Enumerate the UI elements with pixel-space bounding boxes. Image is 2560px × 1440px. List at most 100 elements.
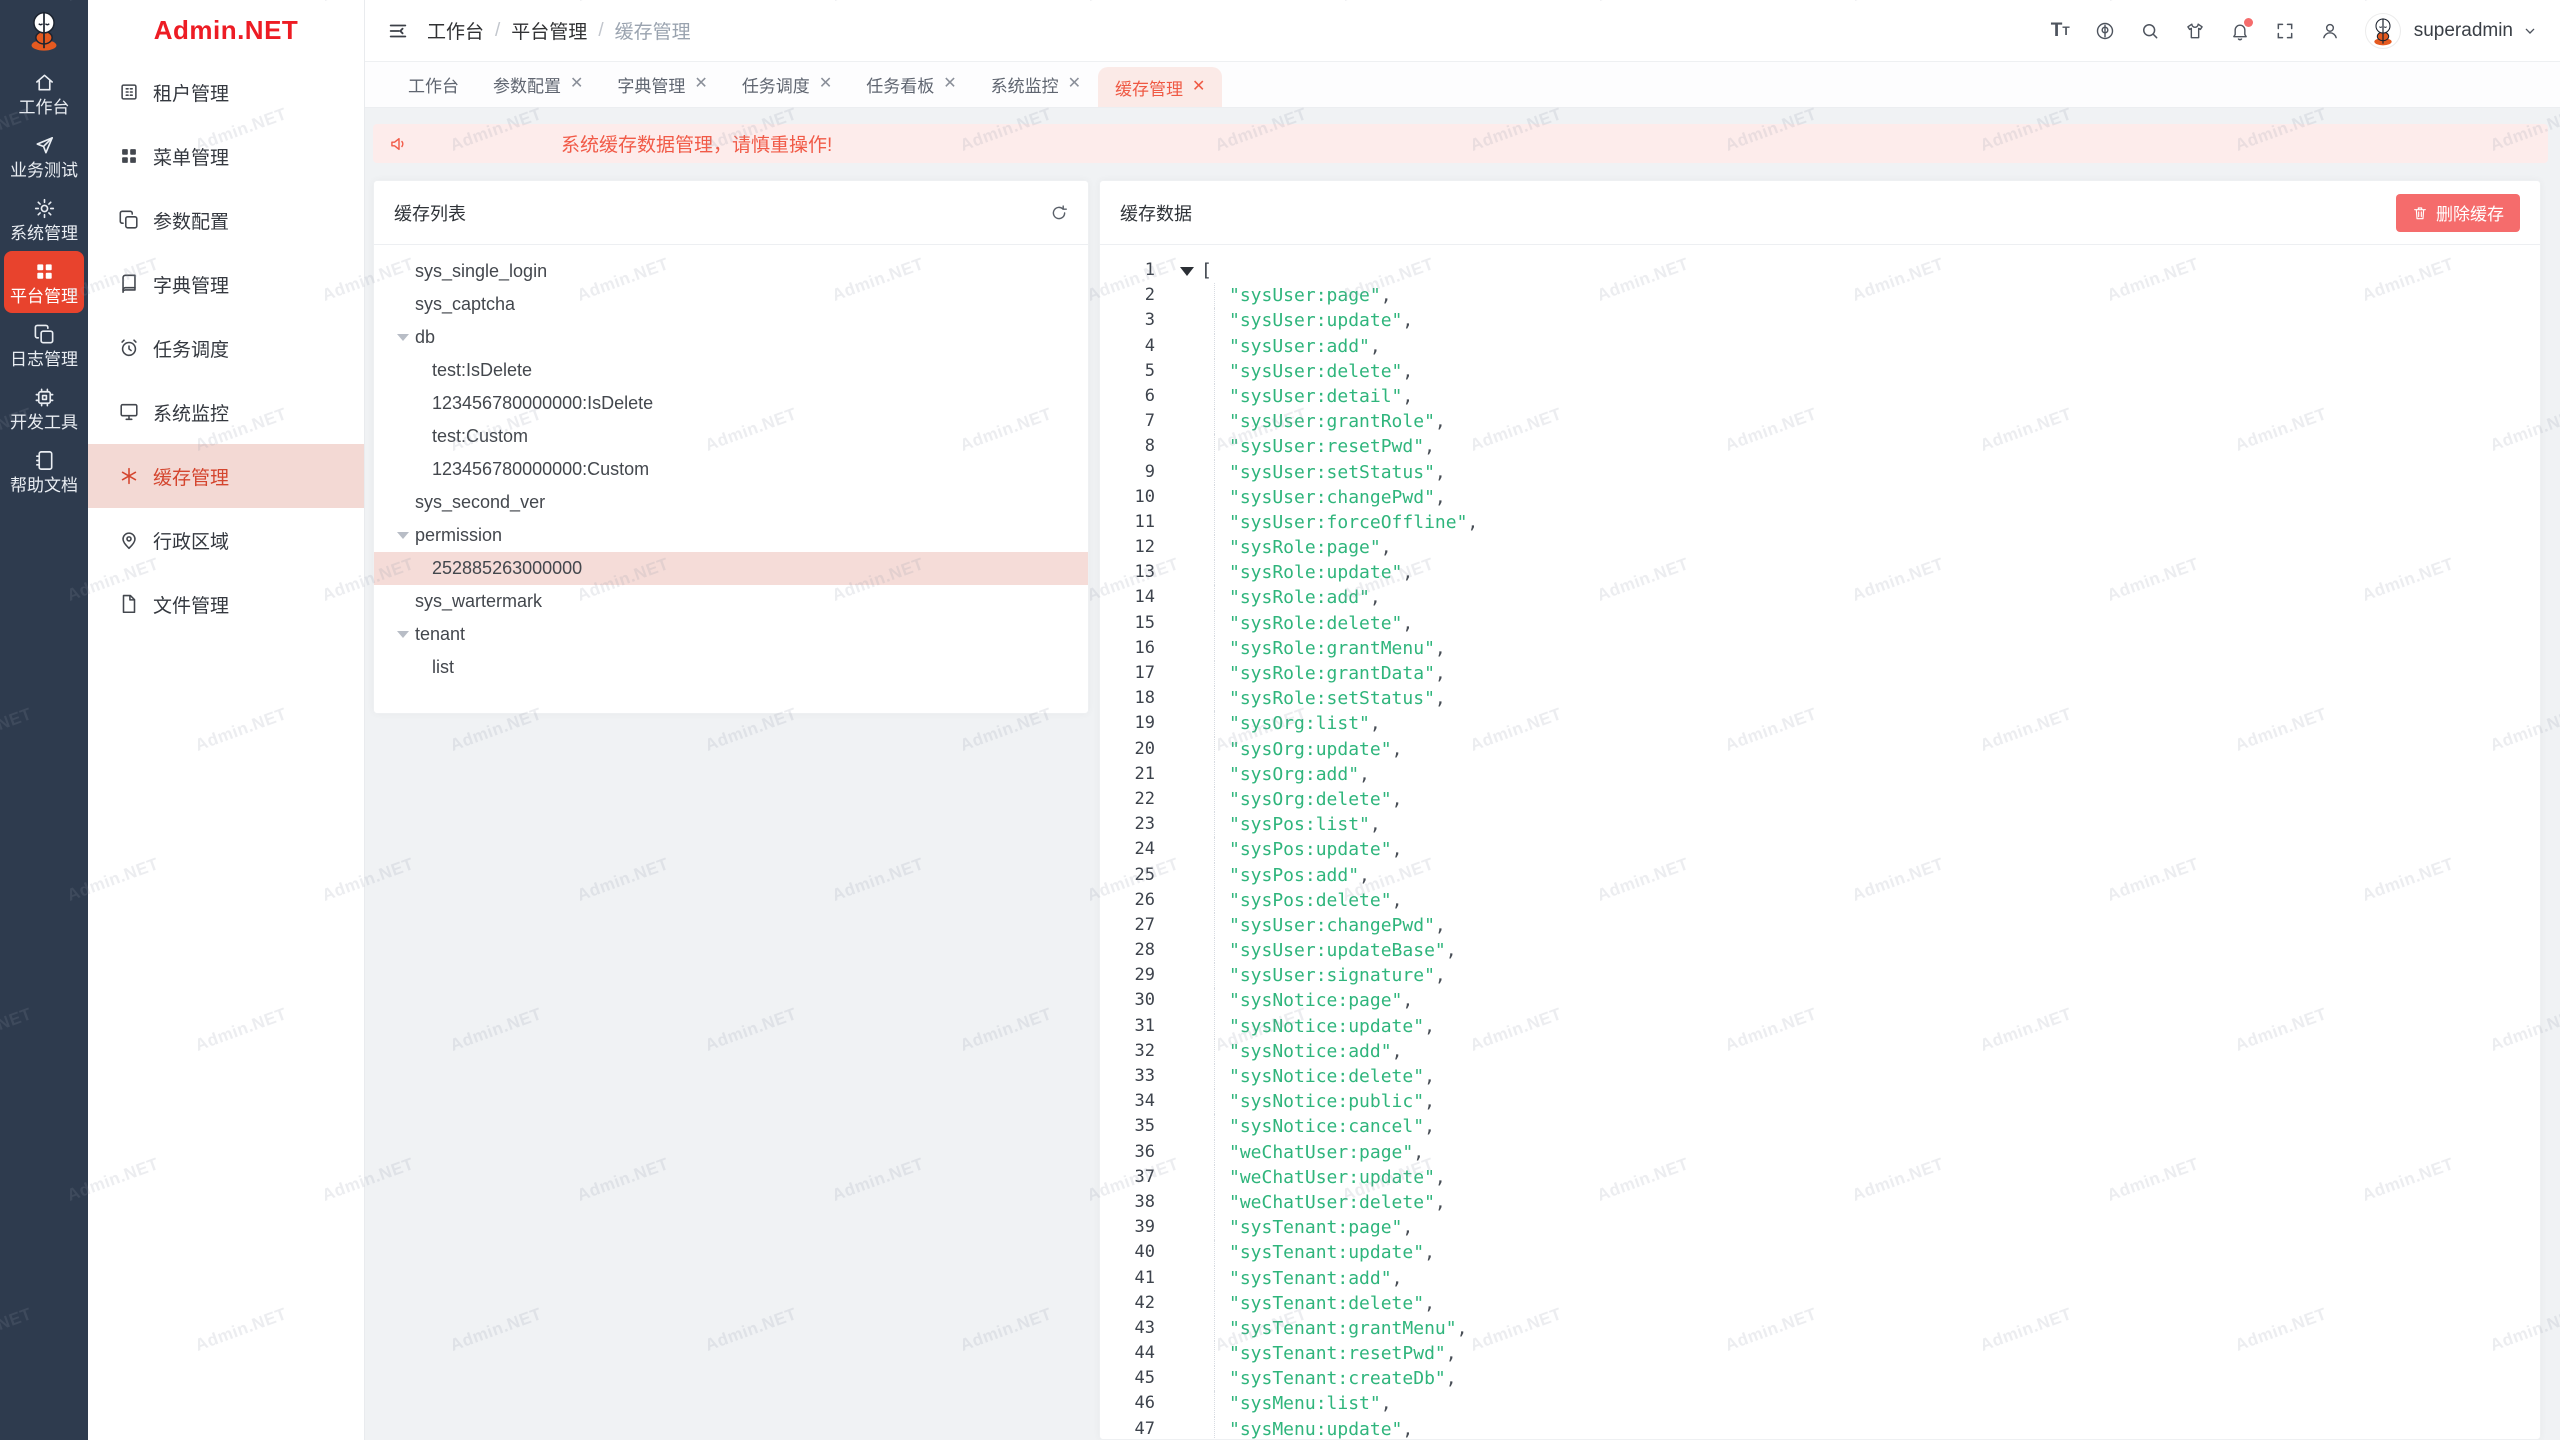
tree-node-tenant[interactable]: tenant xyxy=(374,618,1088,651)
tree-node-252885263000000[interactable]: 252885263000000 xyxy=(374,552,1088,585)
warning-text: 系统缓存数据管理，请慎重操作! xyxy=(561,135,833,156)
tree-node-123456780000000:Custom[interactable]: 123456780000000:Custom xyxy=(374,453,1088,486)
current-username[interactable]: superadmin xyxy=(2413,19,2513,41)
refresh-icon[interactable] xyxy=(1050,204,1068,222)
permission-string: "sysUser:add" xyxy=(1229,335,1370,357)
panel-row: 缓存列表 sys_single_login sys_captcha db test:I… xyxy=(373,180,2541,1440)
theme-icon[interactable] xyxy=(2185,21,2205,41)
permission-string: "sysRole:grantData" xyxy=(1229,663,1435,684)
rail-item-工作台[interactable]: 工作台 xyxy=(4,62,84,124)
tab-字典管理[interactable]: 字典管理 ✕ xyxy=(600,61,724,107)
user-icon[interactable] xyxy=(2320,21,2340,41)
permission-string: "sysNotice:delete" xyxy=(1229,1066,1425,1087)
tree-node-label: 123456780000000:Custom xyxy=(432,459,650,479)
line-number: 35 xyxy=(1134,1116,1155,1137)
tree-node-sys_single_login[interactable]: sys_single_login xyxy=(374,255,1088,288)
tree-node-sys_wartermark[interactable]: sys_wartermark xyxy=(374,585,1088,618)
tree-node-label: sys_single_login xyxy=(415,261,548,281)
tab-任务看板[interactable]: 任务看板 ✕ xyxy=(849,61,973,107)
code-line: 17 "sysRole:grantData", xyxy=(1100,661,2540,687)
close-icon[interactable]: ✕ xyxy=(1192,78,1206,95)
rail-item-日志管理[interactable]: 日志管理 xyxy=(4,314,84,376)
line-number: 15 xyxy=(1134,612,1155,633)
line-number: 17 xyxy=(1134,663,1155,683)
line-number: 5 xyxy=(1144,360,1155,381)
search-icon[interactable] xyxy=(2140,21,2160,41)
rail-item-业务测试[interactable]: 业务测试 xyxy=(4,125,84,187)
fullscreen-icon[interactable] xyxy=(2275,21,2295,41)
tab-参数配置[interactable]: 参数配置 ✕ xyxy=(476,61,600,107)
sidebar-item-缓存管理[interactable]: 缓存管理 xyxy=(88,444,364,508)
tab-工作台[interactable]: 工作台 xyxy=(391,61,476,107)
code-line: 7 "sysUser:grantRole", xyxy=(1100,409,2540,435)
code-line: 37 "weChatUser:update", xyxy=(1100,1164,2540,1190)
language-icon[interactable] xyxy=(2095,21,2115,41)
close-icon[interactable]: ✕ xyxy=(818,75,833,92)
chevron-down-icon[interactable] xyxy=(2522,23,2538,39)
tree-node-test:Custom[interactable]: test:Custom xyxy=(374,420,1088,453)
line-number: 46 xyxy=(1134,1393,1155,1414)
tree-node-permission[interactable]: permission xyxy=(374,519,1088,552)
rail-item-label: 平台管理 xyxy=(10,286,78,306)
fold-toggle-icon[interactable] xyxy=(1180,267,1194,276)
sidebar-item-文件管理[interactable]: 文件管理 xyxy=(88,572,364,636)
tab-系统监控[interactable]: 系统监控 ✕ xyxy=(974,61,1098,107)
rail-item-平台管理[interactable]: 平台管理 xyxy=(4,251,84,313)
line-number: 13 xyxy=(1134,562,1155,583)
tree-node-db[interactable]: db xyxy=(374,321,1088,354)
tab-label: 参数配置 xyxy=(493,76,561,96)
line-number: 16 xyxy=(1134,637,1155,658)
tree-node-sys_second_ver[interactable]: sys_second_ver xyxy=(374,486,1088,519)
tree-node-test:IsDelete[interactable]: test:IsDelete xyxy=(374,354,1088,387)
sidebar-item-租户管理[interactable]: 租户管理 xyxy=(88,60,364,124)
code-line: 15 "sysRole:delete", xyxy=(1100,610,2540,636)
code-line: 38 "weChatUser:delete", xyxy=(1100,1189,2540,1216)
tab-任务调度[interactable]: 任务调度 ✕ xyxy=(725,61,849,107)
tree-node-sys_captcha[interactable]: sys_captcha xyxy=(374,288,1088,321)
primary-sidebar: 工作台 业务测试 系统管理平台管理日志管理 开发工具帮助文档 xyxy=(0,0,88,1440)
tree-node-list[interactable]: list xyxy=(374,651,1088,684)
line-number: 4 xyxy=(1144,335,1155,356)
rail-item-label: 帮助文档 xyxy=(10,475,78,495)
permission-string: "sysUser:signature" xyxy=(1229,965,1435,987)
breadcrumb-item-workbench[interactable]: 工作台 xyxy=(427,22,485,43)
sidebar-item-字典管理[interactable]: 字典管理 xyxy=(88,252,364,316)
close-icon[interactable]: ✕ xyxy=(694,75,708,92)
bell-icon[interactable] xyxy=(2230,17,2253,41)
sidebar-item-任务调度[interactable]: 任务调度 xyxy=(88,316,364,380)
sidebar-item-参数配置[interactable]: 参数配置 xyxy=(88,188,364,252)
cache-list-header: 缓存列表 xyxy=(374,181,1088,245)
tree-node-label: 123456780000000:IsDelete xyxy=(432,393,654,413)
app-logo[interactable] xyxy=(0,0,88,60)
delete-cache-button[interactable]: 删除缓存 xyxy=(2396,193,2520,232)
sidebar-item-系统监控[interactable]: 系统监控 xyxy=(88,380,364,444)
rail-item-系统管理[interactable]: 系统管理 xyxy=(4,188,84,250)
tab-缓存管理[interactable]: 缓存管理 ✕ xyxy=(1098,67,1223,107)
line-number: 41 xyxy=(1134,1267,1155,1288)
collapse-menu-icon[interactable] xyxy=(387,20,409,42)
code-line: 23 "sysPos:list", xyxy=(1100,812,2540,838)
mascot-logo-icon xyxy=(31,11,57,51)
caret-down-icon[interactable] xyxy=(397,631,415,638)
line-number: 10 xyxy=(1134,486,1155,507)
building-icon xyxy=(118,81,140,103)
rail-item-开发工具[interactable]: 开发工具 xyxy=(4,377,84,439)
close-icon[interactable]: ✕ xyxy=(1067,75,1082,92)
code-line: 40 "sysTenant:update", xyxy=(1100,1240,2540,1266)
rail-item-帮助文档[interactable]: 帮助文档 xyxy=(4,440,84,502)
close-icon[interactable]: ✕ xyxy=(570,75,584,92)
tree-node-123456780000000:IsDelete[interactable]: 123456780000000:IsDelete xyxy=(374,387,1088,420)
line-number: 25 xyxy=(1134,864,1155,885)
breadcrumb-item-platform[interactable]: 平台管理 xyxy=(511,22,588,43)
sidebar-item-行政区域[interactable]: 行政区域 xyxy=(88,508,364,572)
tree-node-label: list xyxy=(432,657,454,677)
caret-down-icon[interactable] xyxy=(397,334,415,341)
close-icon[interactable]: ✕ xyxy=(943,75,957,92)
sidebar-item-菜单管理[interactable]: 菜单管理 xyxy=(88,124,364,188)
code-line: 19 "sysOrg:list", xyxy=(1100,711,2540,737)
caret-down-icon[interactable] xyxy=(397,532,415,539)
avatar[interactable] xyxy=(2364,12,2401,49)
code-line: 33 "sysNotice:delete", xyxy=(1100,1064,2540,1090)
